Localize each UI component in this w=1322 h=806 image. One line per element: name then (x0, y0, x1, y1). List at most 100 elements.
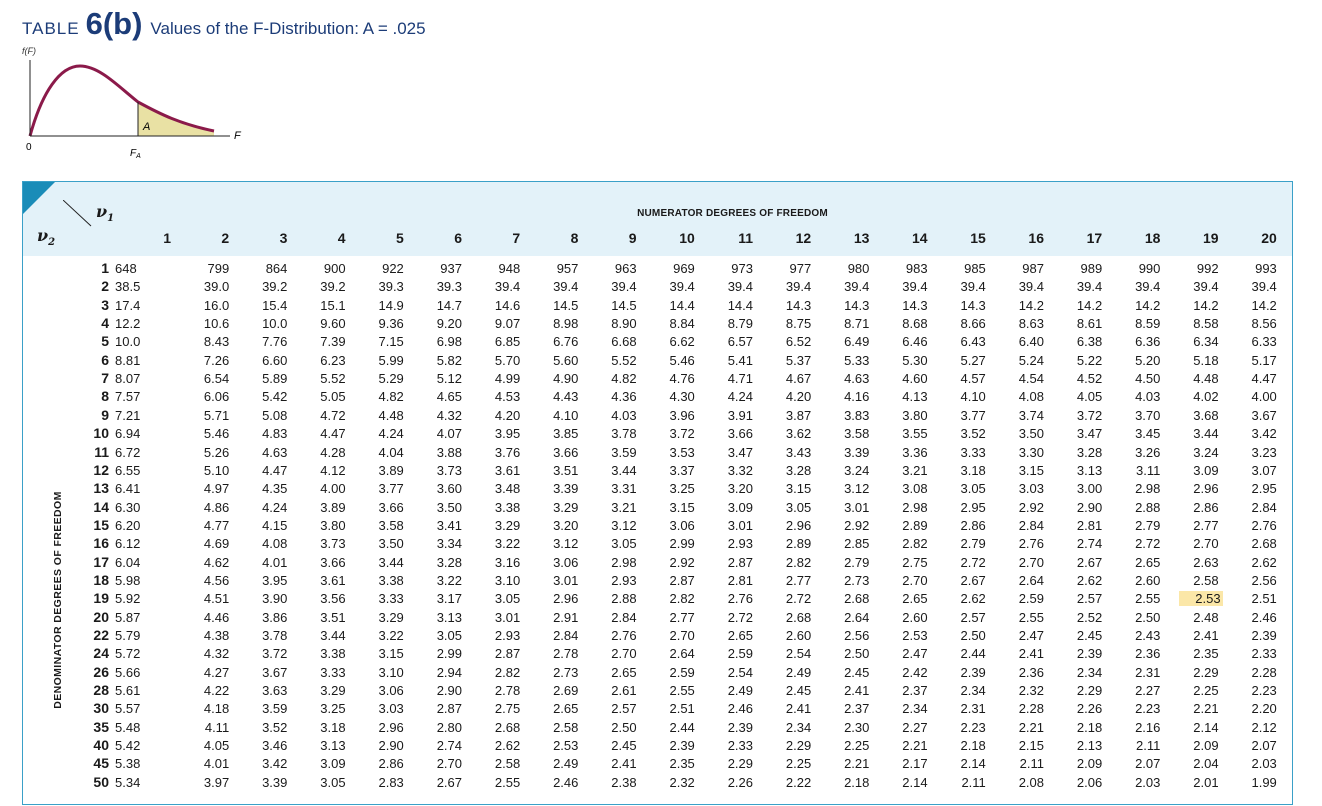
table-cell: 3.90 (262, 591, 288, 607)
table-cell: 8.68 (902, 316, 928, 332)
table-cell: 3.33 (960, 444, 986, 460)
table-cell: 14.3 (902, 297, 928, 313)
critical-label: FA (130, 148, 141, 160)
table-cell: 5.57 (115, 701, 141, 717)
table-cell: 5.18 (1193, 352, 1219, 368)
row-header: 19 (93, 590, 109, 607)
table-cell: 2.46 (1251, 609, 1277, 625)
table-cell: 39.3 (378, 279, 404, 295)
table-cell: 14.3 (844, 297, 870, 313)
table-cell: 12.2 (115, 316, 141, 332)
table-cell: 8.84 (669, 316, 695, 332)
column-header: 10 (679, 230, 695, 246)
table-cell: 3.95 (494, 426, 521, 442)
table-cell: 3.66 (553, 444, 579, 460)
table-cell: 39.4 (669, 279, 695, 295)
table-cell: 3.96 (669, 407, 695, 423)
table-cell: 3.05 (436, 628, 462, 643)
table-cell: 6.36 (1135, 334, 1161, 350)
table-cell: 5.71 (203, 407, 230, 423)
row-header: 5 (101, 333, 109, 350)
table-cell: 2.57 (960, 609, 986, 625)
table-cell: 3.66 (320, 554, 346, 570)
table-cell: 2.25 (1193, 683, 1219, 699)
table-cell: 2.96 (1193, 481, 1219, 497)
table-cell: 4.00 (320, 481, 346, 497)
table-cell: 2.90 (378, 738, 404, 754)
table-cell: 2.42 (902, 664, 928, 680)
table-cell: 3.12 (553, 536, 579, 552)
table-cell: 5.46 (669, 352, 695, 368)
column-header: 14 (912, 230, 928, 246)
table-cell: 3.67 (1251, 407, 1277, 423)
table-cell: 2.27 (902, 719, 928, 735)
table-cell: 4.04 (378, 444, 404, 460)
table-cell: 2.88 (611, 591, 637, 607)
table-cell: 3.67 (262, 664, 288, 680)
table-cell: 3.33 (378, 591, 404, 607)
table-cell: 4.71 (727, 371, 753, 387)
table-cell: 2.15 (1018, 738, 1044, 754)
table-cell: 2.57 (1076, 591, 1103, 607)
table-cell: 14.2 (1018, 297, 1044, 313)
table-cell: 2.31 (960, 701, 986, 717)
table-cell: 6.98 (436, 334, 462, 350)
table-cell: 3.59 (611, 444, 637, 460)
table-cell: 3.89 (378, 462, 404, 478)
table-cell: 2.55 (1135, 591, 1161, 607)
table-cell: 3.50 (436, 499, 462, 515)
table-cell: 2.23 (1135, 701, 1161, 717)
row-header: 1 (101, 260, 109, 276)
table-cell: 2.27 (1135, 683, 1161, 699)
table-cell: 3.73 (320, 536, 346, 552)
table-cell: 2.55 (494, 774, 521, 790)
table-cell: 4.48 (378, 407, 404, 423)
table-cell: 9.60 (320, 316, 346, 332)
table-cell: 2.72 (960, 554, 986, 570)
table-cell: 5.26 (203, 444, 230, 460)
table-cell: 4.99 (494, 371, 521, 387)
table-cell: 2.98 (611, 554, 637, 570)
table-cell: 4.11 (204, 719, 230, 735)
table-cell: 2.55 (669, 683, 695, 699)
table-cell: 4.05 (203, 738, 230, 754)
table-cell: 2.08 (1018, 774, 1044, 790)
row-header: 35 (93, 718, 109, 735)
table-cell: 2.51 (1251, 591, 1277, 607)
table-cell: 5.34 (115, 774, 141, 790)
table-cell: 5.46 (203, 426, 230, 442)
table-cell: 3.03 (1018, 481, 1044, 497)
table-cell: 2.90 (436, 683, 462, 699)
table-cell: 900 (323, 261, 346, 276)
table-cell: 2.45 (611, 738, 637, 754)
table-cell: 2.77 (785, 572, 812, 588)
table-cell: 2.64 (1018, 572, 1044, 588)
row-header: 50 (93, 773, 109, 790)
table-cell: 6.20 (115, 517, 141, 533)
table-cell: 8.66 (960, 316, 986, 332)
table-cell: 5.33 (844, 352, 870, 368)
table-cell: 3.73 (436, 462, 462, 478)
table-cell: 2.49 (553, 756, 579, 772)
table-cell: 2.46 (553, 774, 579, 790)
table-cell: 2.53 (1178, 591, 1223, 607)
table-cell: 3.95 (262, 572, 288, 588)
table-cell: 922 (382, 261, 404, 276)
table-cell: 2.84 (1018, 517, 1044, 533)
table-cell: 4.08 (1018, 389, 1044, 405)
table-cell: 3.22 (436, 572, 462, 588)
table-cell: 992 (1196, 261, 1219, 276)
row-header: 15 (93, 516, 109, 533)
table-cell: 2.86 (378, 756, 404, 772)
table-cell: 4.36 (611, 389, 637, 405)
table-cell: 2.64 (844, 609, 870, 625)
table-cell: 2.68 (1251, 536, 1277, 552)
table-cell: 3.46 (262, 738, 288, 754)
title-number: 6(b) (85, 6, 143, 41)
table-cell: 2.49 (785, 664, 812, 680)
table-cell: 14.4 (669, 297, 695, 313)
table-cell: 4.00 (1251, 389, 1277, 405)
row-header: 17 (93, 553, 109, 570)
table-cell: 3.44 (1193, 426, 1219, 442)
table-cell: 3.77 (378, 481, 404, 497)
